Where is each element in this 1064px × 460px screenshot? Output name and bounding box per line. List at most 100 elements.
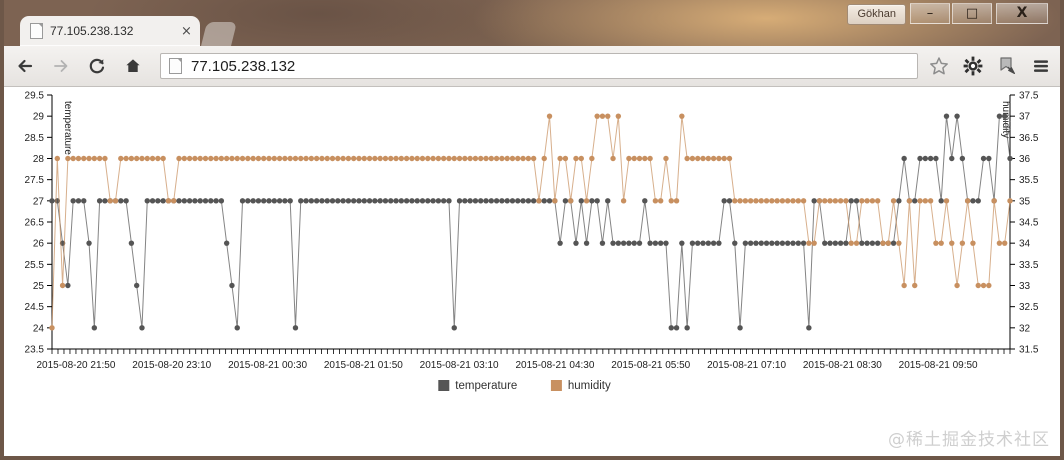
data-point: [483, 198, 489, 204]
data-point: [70, 155, 76, 162]
data-point: [398, 155, 405, 162]
browser-toolbar: 77.105.238.132: [4, 46, 1060, 87]
data-point: [832, 240, 839, 246]
gear-icon[interactable]: [958, 51, 988, 81]
data-point: [91, 155, 98, 162]
data-point: [515, 155, 521, 162]
url-text: 77.105.238.132: [191, 57, 296, 75]
data-point: [822, 240, 828, 246]
data-point: [753, 198, 759, 204]
data-point: [118, 155, 124, 162]
data-point: [86, 240, 92, 246]
data-point: [398, 198, 405, 204]
data-point: [859, 240, 865, 246]
y-axis-left-tick-label: 23.5: [25, 345, 45, 356]
data-point: [933, 155, 939, 162]
data-point: [176, 155, 182, 162]
data-point: [1002, 240, 1008, 246]
data-point: [890, 240, 897, 246]
data-point: [917, 155, 923, 162]
data-point: [282, 155, 288, 162]
data-point: [864, 198, 870, 204]
data-point: [774, 240, 780, 246]
data-point: [986, 155, 992, 162]
data-point: [435, 198, 442, 204]
data-point: [96, 198, 103, 204]
x-axis-tick-label: 2015-08-21 09:50: [899, 360, 978, 371]
address-bar[interactable]: 77.105.238.132: [160, 53, 918, 79]
data-point: [229, 155, 235, 162]
data-point: [133, 155, 140, 162]
data-point: [742, 240, 749, 246]
data-point: [133, 282, 140, 289]
data-point: [414, 155, 420, 162]
back-icon[interactable]: [10, 51, 40, 81]
data-point: [721, 155, 727, 162]
data-point: [541, 155, 547, 162]
data-point: [472, 198, 479, 204]
data-point: [991, 198, 997, 204]
maximize-button[interactable]: □: [952, 3, 992, 24]
data-point: [419, 198, 426, 204]
data-point: [589, 198, 595, 204]
data-point: [573, 155, 579, 162]
data-point: [409, 198, 415, 204]
data-point: [970, 240, 976, 246]
close-icon[interactable]: ×: [181, 23, 192, 39]
watermark: @稀土掘金技术社区: [888, 430, 1050, 450]
data-point: [980, 282, 987, 289]
user-badge[interactable]: Gökhan: [847, 4, 906, 25]
data-point: [896, 198, 902, 204]
data-point: [86, 155, 92, 162]
data-point: [515, 198, 521, 204]
bookmark-flag-icon[interactable]: [992, 51, 1022, 81]
close-button[interactable]: X: [996, 3, 1048, 24]
data-point: [578, 155, 584, 162]
data-point: [250, 155, 256, 162]
data-point: [943, 113, 950, 119]
data-point: [261, 155, 267, 162]
data-point: [732, 240, 738, 246]
data-point: [790, 240, 796, 246]
data-point: [478, 198, 484, 204]
reload-icon[interactable]: [82, 51, 112, 81]
data-point: [197, 155, 203, 162]
bookmark-star-icon[interactable]: [924, 51, 954, 81]
new-tab-button[interactable]: [201, 22, 237, 46]
data-point: [509, 155, 516, 162]
data-point: [927, 155, 934, 162]
data-point: [218, 198, 225, 204]
data-point: [208, 155, 214, 162]
data-point: [324, 198, 330, 204]
data-point: [795, 198, 801, 204]
data-point: [287, 198, 293, 204]
data-point: [298, 155, 304, 162]
data-point: [456, 198, 463, 204]
browser-tab[interactable]: 77.105.238.132 ×: [20, 16, 200, 46]
data-point: [626, 155, 632, 162]
data-point: [329, 198, 336, 204]
data-point: [589, 155, 595, 162]
data-point: [329, 155, 336, 162]
y-axis-right-tick-label: 35.5: [1019, 175, 1039, 186]
home-icon[interactable]: [118, 51, 148, 81]
data-point: [975, 282, 981, 289]
y-axis-right-tick-label: 33: [1019, 281, 1031, 292]
x-axis-tick-label: 2015-08-21 05:50: [611, 360, 690, 371]
data-point: [462, 155, 468, 162]
data-point: [366, 155, 373, 162]
data-point: [239, 155, 246, 162]
data-point: [710, 240, 717, 246]
data-point: [181, 155, 188, 162]
data-point: [213, 155, 219, 162]
data-point: [223, 155, 230, 162]
menu-icon[interactable]: [1026, 51, 1056, 81]
minimize-button[interactable]: –: [910, 3, 950, 24]
data-point: [393, 155, 399, 162]
tab-title: 77.105.238.132: [50, 24, 134, 38]
data-point: [335, 155, 341, 162]
data-point: [197, 198, 203, 204]
data-point: [605, 113, 611, 119]
data-point: [732, 198, 738, 204]
data-point: [610, 155, 616, 162]
